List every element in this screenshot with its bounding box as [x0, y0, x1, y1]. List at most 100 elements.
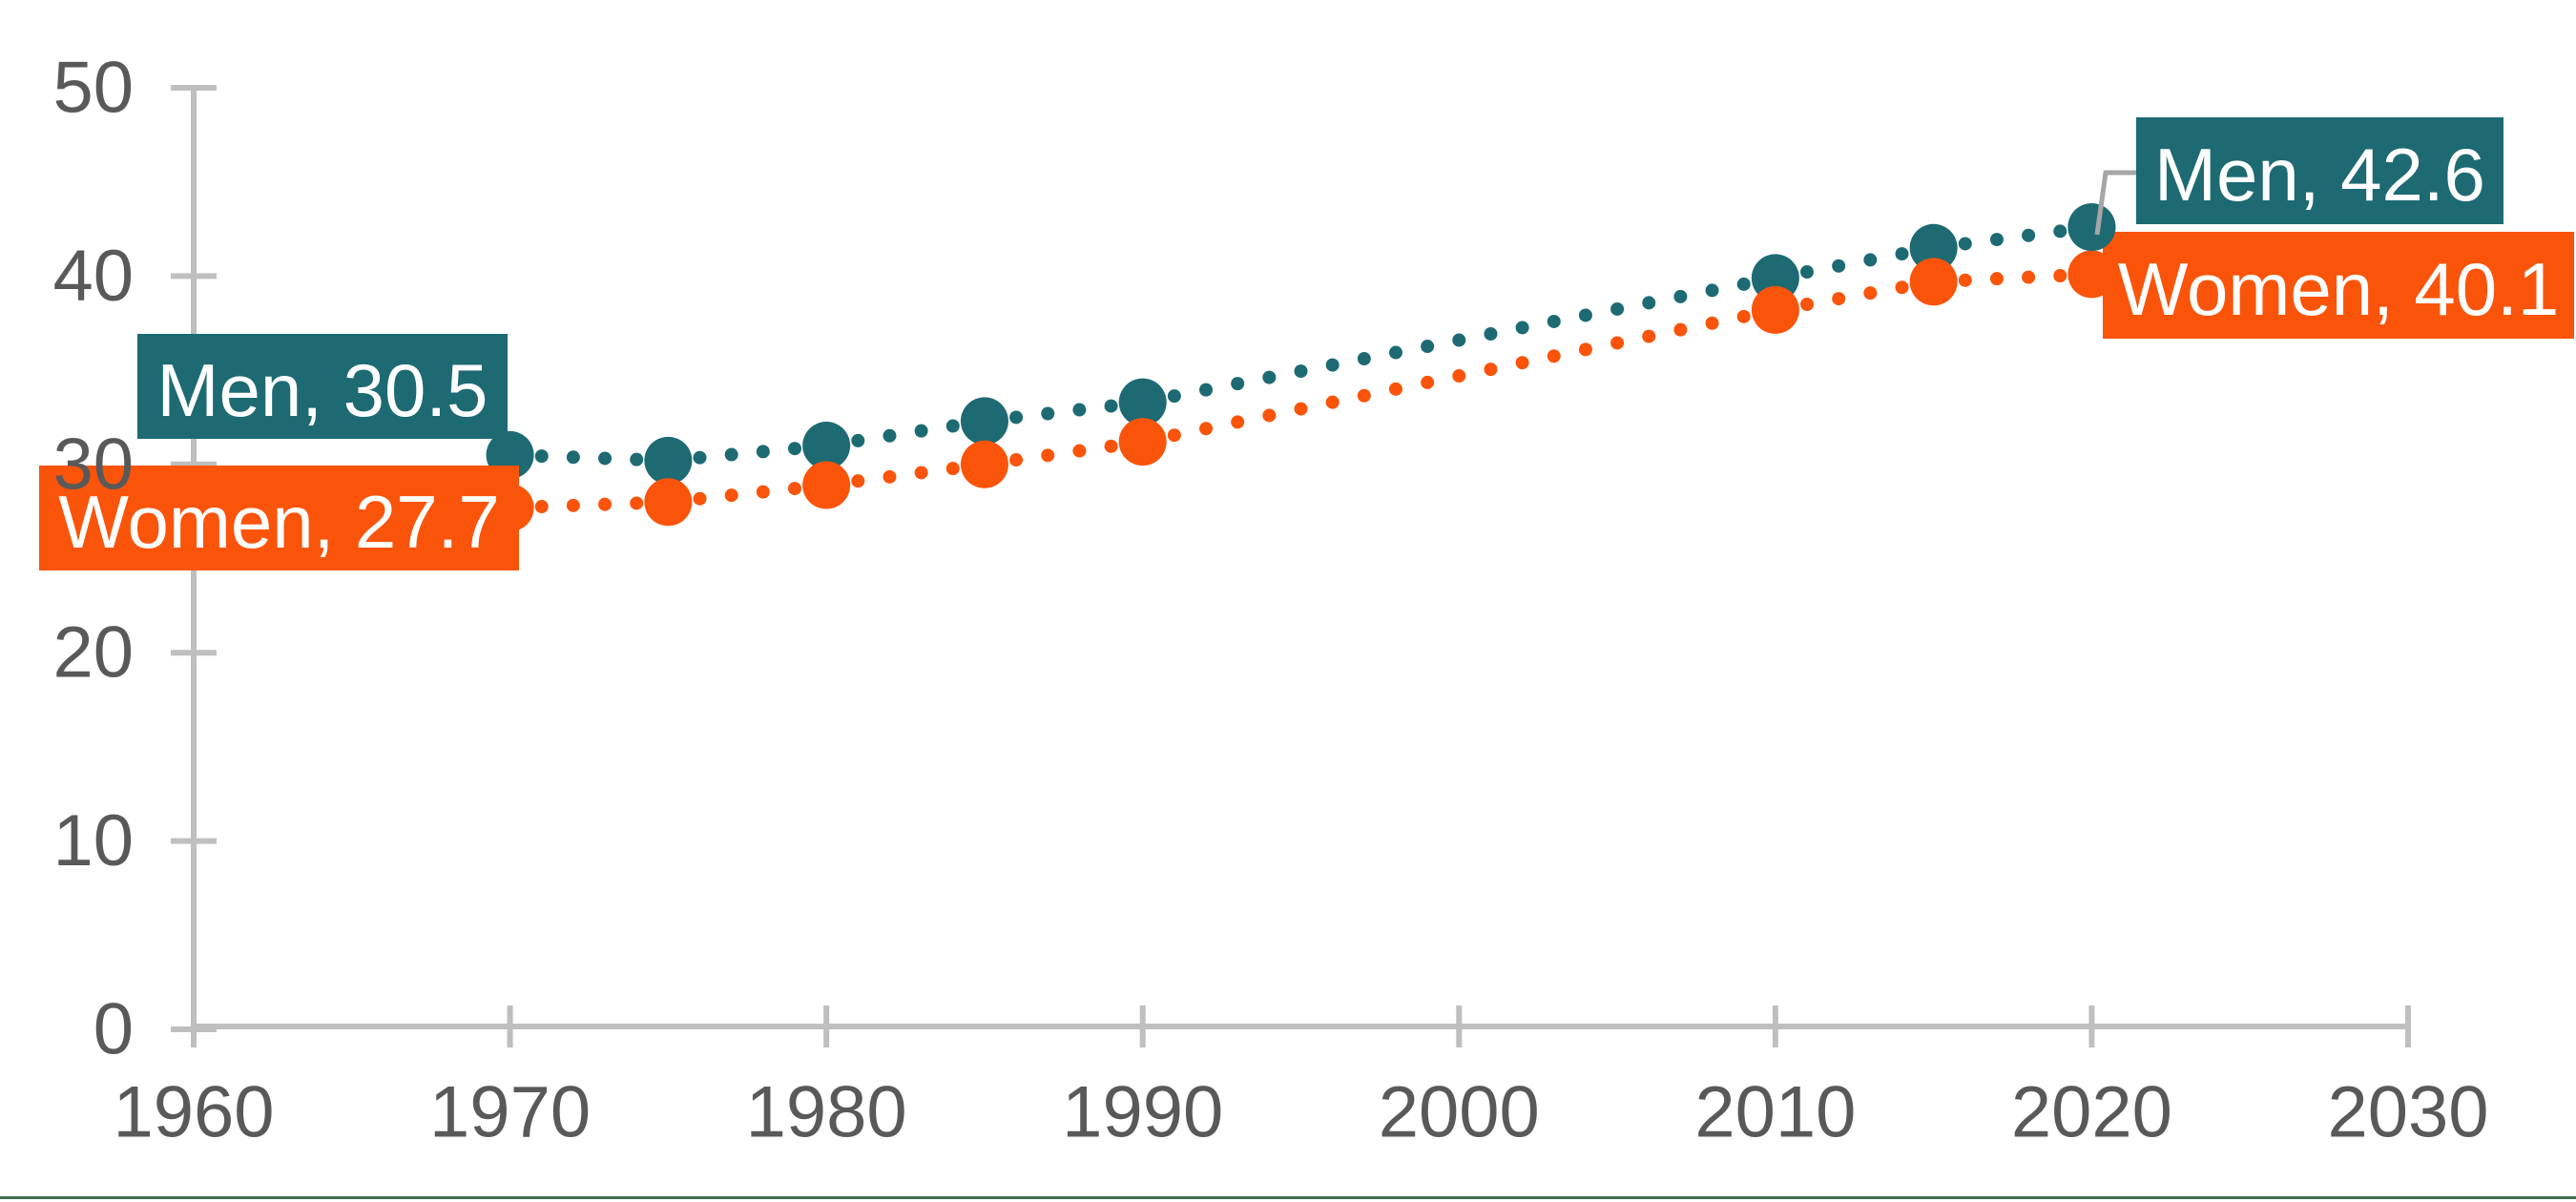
x-tick-label: 1990	[1062, 1072, 1223, 1153]
line-dot	[1199, 422, 1214, 436]
line-dot	[1325, 358, 1340, 372]
y-tick-label: 20	[52, 612, 134, 694]
line-dot	[1705, 316, 1719, 330]
line-dot	[945, 419, 960, 433]
x-tick-label: 2000	[1379, 1072, 1540, 1153]
line-dot	[1388, 345, 1402, 360]
line-dot	[1104, 439, 1118, 453]
line-dot	[2022, 228, 2036, 242]
line-dot	[1199, 383, 1214, 397]
men-data-point-marker	[1118, 378, 1167, 426]
line-dot	[1041, 406, 1055, 421]
men-series-markers	[486, 203, 2116, 485]
line-dot	[1863, 253, 1878, 267]
line-dot	[914, 466, 928, 480]
y-tick-label: 40	[52, 236, 134, 317]
line-dot	[2053, 224, 2067, 238]
callout-box-men-start	[137, 334, 508, 439]
line-dot	[534, 500, 549, 514]
line-dot	[1072, 444, 1087, 458]
women-dotted-line	[534, 269, 2067, 514]
line-dot	[2053, 269, 2067, 283]
line-dot	[1642, 296, 1656, 310]
men-final-data-point-marker	[2067, 203, 2116, 252]
line-dot	[1800, 265, 1815, 280]
line-dot	[1673, 322, 1688, 337]
line-dot	[1515, 321, 1529, 335]
line-dot	[724, 488, 738, 503]
line-dot	[1642, 329, 1656, 343]
line-dot	[1294, 402, 1308, 416]
line-dot	[1895, 247, 1909, 261]
x-tick-label: 2030	[2327, 1072, 2488, 1153]
line-dot	[756, 445, 770, 459]
line-dot	[1958, 237, 1972, 251]
line-dot	[1357, 352, 1371, 366]
line-dot	[1452, 369, 1466, 383]
line-dot	[914, 424, 928, 438]
line-dot	[1072, 403, 1087, 417]
line-dot	[1800, 298, 1815, 312]
x-tick-label: 2010	[1694, 1072, 1856, 1153]
women-data-point-marker	[1909, 258, 1958, 306]
line-dot	[1231, 377, 1245, 391]
women-data-point-marker	[802, 461, 851, 509]
line-dot	[534, 449, 549, 464]
callout-box-men-end	[2136, 117, 2503, 224]
line-dot	[630, 496, 644, 510]
men-data-point-marker	[960, 397, 1008, 446]
callout-label-women-start: Women, 27.7	[58, 480, 499, 564]
line-dot	[787, 482, 801, 496]
line-dot	[1388, 382, 1402, 396]
line-dot	[1832, 259, 1846, 273]
men-data-point-marker	[802, 422, 851, 470]
line-dot	[883, 469, 897, 484]
line-dot	[1357, 388, 1371, 403]
line-dot	[851, 433, 865, 447]
line-dot	[1009, 410, 1024, 425]
line-dot	[851, 474, 865, 488]
men-data-point-marker	[1909, 223, 1958, 272]
line-dot	[1452, 333, 1466, 347]
line-dot	[1262, 370, 1277, 384]
line-dot	[1705, 283, 1719, 298]
point-labels: Men, 30.5 Women, 27.7 Men, 42.6 Women, 40.1	[39, 117, 2574, 570]
bottom-border-rule	[0, 1196, 2576, 1199]
callout-label-men-end: Men, 42.6	[2154, 133, 2485, 217]
line-dot	[1484, 363, 1498, 377]
line-dot	[756, 485, 770, 499]
line-dot	[945, 462, 960, 476]
line-dot	[693, 491, 707, 506]
line-dot	[1484, 327, 1498, 342]
men-data-point-marker	[644, 436, 693, 485]
leader-line	[2094, 170, 2136, 236]
line-dot	[1610, 301, 1625, 316]
line-dot	[1231, 415, 1245, 429]
line-dot	[1421, 375, 1435, 389]
line-dot	[693, 450, 707, 465]
line-dot	[1673, 289, 1688, 303]
women-data-point-marker	[1751, 285, 1799, 334]
y-tick-label: 10	[52, 800, 134, 881]
line-dot	[1958, 273, 1972, 287]
line-dot	[1578, 308, 1592, 322]
x-tick-label: 1960	[113, 1072, 274, 1153]
line-dot	[1736, 277, 1751, 291]
line-dot	[1041, 448, 1055, 463]
x-tick-label: 1980	[746, 1072, 907, 1153]
line-dot	[598, 497, 613, 511]
line-dot	[883, 428, 897, 443]
women-data-point-marker	[1118, 418, 1167, 466]
line-dot	[1262, 408, 1277, 423]
callout-label-men-start: Men, 30.5	[157, 348, 488, 432]
line-dot	[1832, 292, 1846, 306]
line-dot	[1578, 342, 1592, 357]
callout-label-women-end: Women, 40.1	[2118, 247, 2559, 331]
line-dot	[724, 447, 738, 462]
y-tick-label: 50	[52, 48, 134, 129]
line-dot	[1547, 314, 1561, 328]
line-dot	[1167, 389, 1181, 404]
line-dot	[1515, 356, 1529, 370]
line-dot	[598, 451, 613, 466]
